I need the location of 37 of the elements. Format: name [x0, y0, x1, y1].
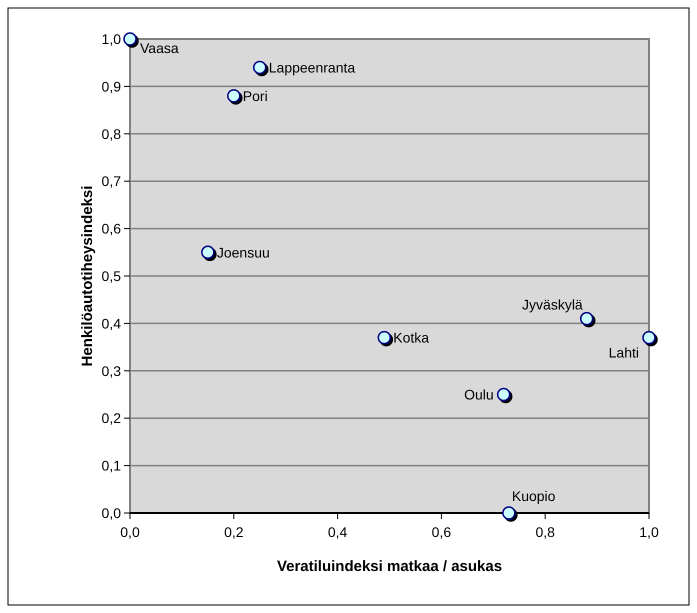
x-tick-label: 0,4 — [328, 524, 348, 540]
x-tick-label: 1,0 — [639, 524, 659, 540]
annotation: Lappeenranta — [268, 59, 356, 76]
x-tick-label: 0,2 — [224, 524, 244, 540]
annotation: Kotka — [393, 330, 430, 346]
point — [201, 246, 215, 260]
annotation: Kuopio — [512, 488, 556, 504]
y-tick-label: 0,9 — [102, 78, 122, 94]
annotation: Oulu — [464, 386, 494, 402]
annotation: Vaasa — [140, 40, 179, 56]
y-tick-label: 0,1 — [102, 458, 122, 474]
y-tick-label: 0,4 — [102, 315, 122, 332]
annotation: Pori — [242, 88, 268, 104]
annotation: Joensuu — [216, 244, 270, 260]
y-tick-label: 0,8 — [102, 126, 122, 142]
point — [496, 388, 510, 402]
x-tick-label: 0,0 — [120, 524, 140, 540]
x-axis-title: Veratiluindeksi matkaa / asukas — [276, 558, 502, 575]
point — [580, 312, 594, 326]
annotation: Jyväskylä — [522, 296, 583, 313]
annotation: Lahti — [608, 344, 639, 361]
point — [642, 330, 656, 344]
y-tick-label: 0,7 — [102, 173, 122, 190]
y-tick-label: 0,2 — [102, 410, 122, 426]
y-tick-label: 0,6 — [102, 220, 122, 237]
y-tick-label: 0,3 — [102, 362, 122, 379]
y-tick-label: 1,0 — [102, 31, 122, 47]
y-axis-title: Henkilöautotiheysindeksi — [79, 186, 96, 366]
point — [253, 60, 266, 74]
x-tick-label: 0,6 — [432, 524, 452, 540]
point — [123, 32, 137, 46]
x-tick-label: 0,8 — [535, 524, 556, 540]
point — [227, 89, 241, 103]
y-tick-label: 0,0 — [102, 505, 122, 521]
point — [502, 506, 516, 520]
point — [378, 330, 392, 344]
y-tick-label: 0,5 — [102, 268, 122, 284]
